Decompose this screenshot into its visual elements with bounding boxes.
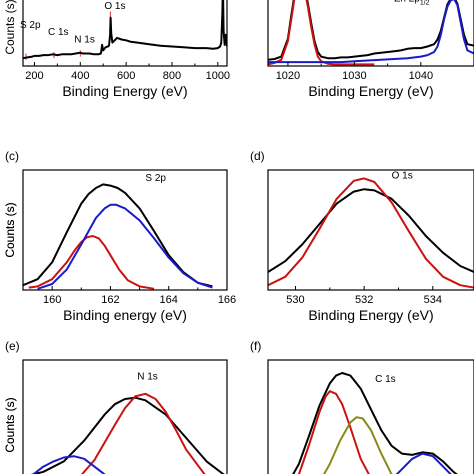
y-axis-label: Counts (s) bbox=[3, 397, 17, 452]
x-tick-label: 1040 bbox=[409, 70, 433, 82]
x-axis-label: Binding energy (eV) bbox=[63, 307, 187, 323]
x-tick-label: 160 bbox=[43, 294, 61, 306]
series-line-3 bbox=[395, 452, 452, 474]
x-tick-label: 800 bbox=[163, 70, 181, 82]
peak-label: S 2p bbox=[145, 173, 166, 184]
peak-label: O 1s bbox=[104, 1, 125, 12]
plot-frame bbox=[22, 359, 228, 474]
panel-label: (d) bbox=[250, 149, 265, 163]
panel-f: Counts (s) (f) C 1s bbox=[3, 339, 474, 474]
peak-label: N 1s bbox=[74, 35, 95, 46]
series-line-1 bbox=[268, 0, 375, 66]
series-line-0 bbox=[268, 188, 474, 273]
series-line-2 bbox=[268, 0, 474, 64]
plot-frame bbox=[267, 0, 474, 67]
y-axis-label: Counts (s) bbox=[3, 0, 17, 55]
panel-e: Counts (s) (e) N 1s bbox=[3, 339, 228, 474]
series-line-0 bbox=[23, 0, 227, 60]
peak-label: S 2p bbox=[20, 20, 41, 31]
x-tick-label: 162 bbox=[101, 294, 119, 306]
peak-label: C 1s bbox=[375, 374, 396, 385]
y-axis-label: Counts (s) bbox=[3, 202, 17, 257]
y-axis-label: Counts (s) bbox=[3, 202, 17, 257]
peak-label: Zn 2p1/2 bbox=[394, 0, 429, 6]
peak-label: O 1s bbox=[392, 170, 413, 181]
x-tick-label: 200 bbox=[25, 70, 43, 82]
x-axis-label: Binding Energy (eV) bbox=[308, 83, 433, 99]
series-line-0 bbox=[268, 0, 474, 61]
series-line-0 bbox=[292, 372, 458, 474]
plot-frame bbox=[267, 169, 474, 291]
x-tick-label: 1030 bbox=[342, 70, 366, 82]
panel-label: (e) bbox=[5, 339, 20, 353]
plot-frame bbox=[22, 0, 228, 67]
x-tick-label: 600 bbox=[117, 70, 135, 82]
plot-frame bbox=[22, 169, 228, 291]
series-line-2 bbox=[32, 455, 106, 474]
x-axis-label: Binding Energy (eV) bbox=[62, 83, 187, 99]
panel-label: (c) bbox=[5, 149, 19, 163]
panel-a: 200 400 600 800 1000 Binding Energy (eV) Count… bbox=[3, 0, 230, 99]
x-tick-label: 1020 bbox=[276, 70, 300, 82]
plot-frame bbox=[267, 359, 474, 474]
x-tick-label: 534 bbox=[424, 294, 442, 306]
series-line-1 bbox=[80, 392, 206, 474]
series-line-0 bbox=[23, 183, 213, 288]
panel-c: 160 162 164 166 Binding energy (eV) Counts (s… bbox=[3, 149, 236, 323]
x-tick-label: 164 bbox=[160, 294, 178, 306]
x-tick-label: 400 bbox=[71, 70, 89, 82]
x-axis-label: Binding Energy (eV) bbox=[308, 307, 433, 323]
series-line-2 bbox=[37, 203, 213, 290]
panel-label: (f) bbox=[250, 339, 261, 353]
series-line-1 bbox=[28, 235, 155, 290]
series-line-1 bbox=[268, 177, 474, 289]
peak-label: N 1s bbox=[137, 372, 158, 383]
y-axis-label: Counts (s) bbox=[3, 397, 17, 452]
series-line-2 bbox=[322, 416, 393, 474]
x-tick-label: 530 bbox=[286, 294, 304, 306]
series-line-0 bbox=[30, 396, 225, 474]
peak-label: C 1s bbox=[48, 27, 69, 38]
series-line-1 bbox=[297, 390, 370, 474]
x-tick-label: 166 bbox=[218, 294, 236, 306]
x-tick-label: 532 bbox=[355, 294, 373, 306]
x-tick-label: 1000 bbox=[206, 70, 230, 82]
